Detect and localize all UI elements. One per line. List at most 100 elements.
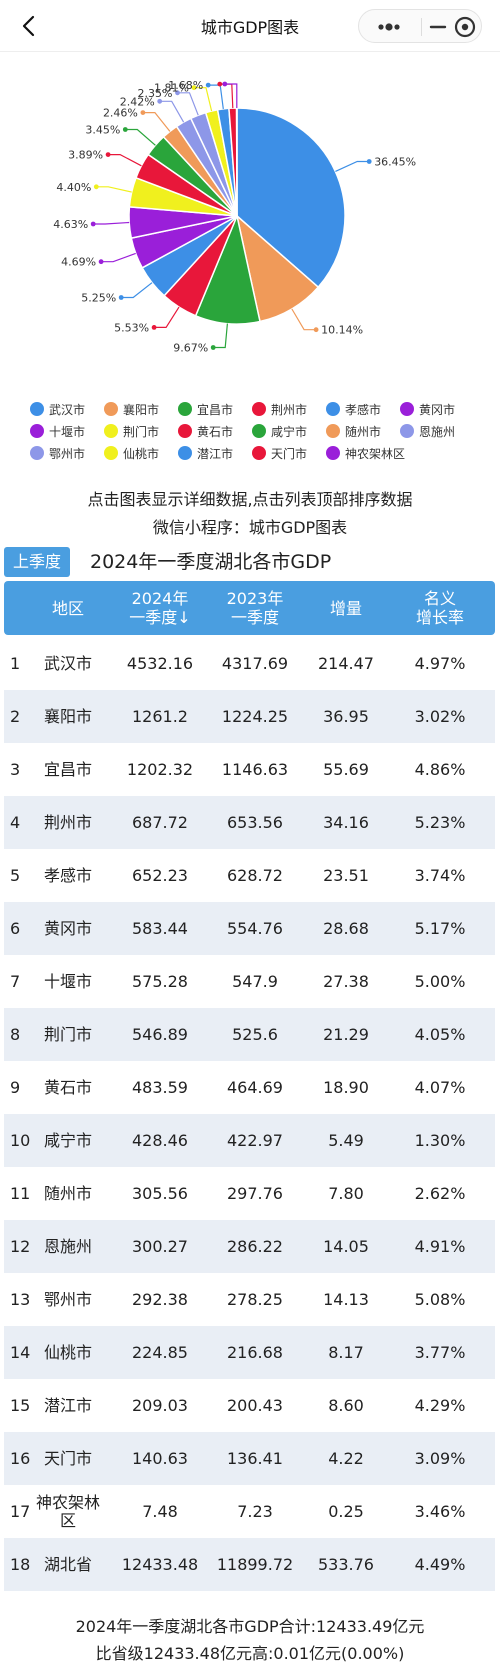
legend-item[interactable]: 恩施州 — [400, 420, 474, 442]
increase-cell: 55.69 — [304, 743, 388, 796]
region-cell: 神农架林 区 — [28, 1485, 108, 1538]
legend-item[interactable]: 咸宁市 — [252, 420, 326, 442]
pie-leader-line-0 — [335, 162, 369, 172]
pie-slice-label-4: 5.25% — [81, 292, 116, 305]
header-increase[interactable]: 增量 — [304, 581, 388, 635]
legend-item[interactable]: 襄阳市 — [104, 398, 178, 420]
gdp-2024-cell: 300.27 — [114, 1220, 206, 1273]
pie-leader-dot-5 — [99, 259, 104, 264]
pie-leader-line-12 — [178, 93, 199, 115]
gdp-2024-cell: 224.85 — [114, 1326, 206, 1379]
pie-leader-line-9 — [125, 130, 155, 146]
growth-rate-cell: 4.05% — [388, 1008, 492, 1061]
increase-cell: 27.38 — [304, 955, 388, 1008]
difference-summary-text: 比省级12433.48亿元高:0.01亿元(0.00%) — [0, 1640, 500, 1664]
pie-leader-line-8 — [108, 155, 141, 166]
previous-quarter-button[interactable]: 上季度 — [4, 547, 70, 577]
pie-legend: 武汉市襄阳市宜昌市荆州市孝感市黄冈市十堰市荆门市 黄石市 咸宁市随州市恩施州鄂州市仙… — [30, 398, 480, 464]
legend-item[interactable]: 鄂州市 — [30, 442, 104, 464]
legend-item[interactable]: 黄冈市 — [400, 398, 474, 420]
close-target-icon[interactable] — [447, 10, 487, 44]
legend-item[interactable]: 武汉市 — [30, 398, 104, 420]
rank-cell: 1 — [4, 637, 26, 690]
growth-rate-cell: 5.08% — [388, 1273, 492, 1326]
legend-color-dot — [30, 402, 44, 416]
rank-cell: 8 — [4, 1008, 26, 1061]
legend-color-dot — [30, 424, 44, 438]
pie-leader-dot-8 — [106, 152, 111, 157]
rank-cell: 2 — [4, 690, 26, 743]
legend-color-dot — [326, 424, 340, 438]
rank-cell: 13 — [4, 1273, 26, 1326]
gdp-2024-cell: 292.38 — [114, 1273, 206, 1326]
legend-item[interactable]: 荆州市 — [252, 398, 326, 420]
pie-chart-svg[interactable]: 36.45%10.14%9.67%5.53%5.25%4.69%4.63%4.4… — [0, 52, 500, 388]
growth-rate-cell: 2.62% — [388, 1167, 492, 1220]
legend-item[interactable]: 十堰市 — [30, 420, 104, 442]
legend-item[interactable]: 神农架林区 — [326, 442, 426, 464]
legend-color-dot — [104, 402, 118, 416]
gdp-2023-cell: 653.56 — [208, 796, 302, 849]
gdp-2024-cell: 12433.48 — [114, 1538, 206, 1591]
gdp-2023-cell: 464.69 — [208, 1061, 302, 1114]
legend-item[interactable]: 黄石市 — [178, 420, 252, 442]
increase-cell: 23.51 — [304, 849, 388, 902]
region-cell: 仙桃市 — [28, 1326, 108, 1379]
chart-hint-text: 点击图表显示详细数据,点击列表顶部排序数据 — [0, 486, 500, 510]
gdp-2023-cell: 278.25 — [208, 1273, 302, 1326]
pie-leader-line-3 — [154, 307, 179, 327]
gdp-share-pie-chart[interactable]: 36.45%10.14%9.67%5.53%5.25%4.69%4.63%4.4… — [0, 52, 500, 388]
pie-leader-line-6 — [93, 223, 129, 225]
header-2023q1[interactable]: 2023年 一季度 — [208, 581, 302, 635]
region-cell: 襄阳市 — [28, 690, 108, 743]
rank-cell: 16 — [4, 1432, 26, 1485]
increase-cell: 8.17 — [304, 1326, 388, 1379]
increase-cell: 18.90 — [304, 1061, 388, 1114]
region-cell: 黄冈市 — [28, 902, 108, 955]
gdp-2024-cell: 652.23 — [114, 849, 206, 902]
rank-cell: 12 — [4, 1220, 26, 1273]
header-region[interactable]: 地区 — [28, 581, 108, 635]
legend-item[interactable]: 天门市 — [252, 442, 326, 464]
pie-slice-label-0: 36.45% — [374, 156, 416, 169]
legend-item[interactable]: 孝感市 — [326, 398, 400, 420]
legend-color-dot — [30, 446, 44, 460]
legend-item[interactable]: 荆门市 — [104, 420, 178, 442]
increase-cell: 214.47 — [304, 637, 388, 690]
gdp-2024-cell: 1261.2 — [114, 690, 206, 743]
more-options-icon[interactable] — [369, 10, 409, 44]
pie-leader-line-5 — [101, 253, 136, 261]
legend-color-dot — [252, 424, 266, 438]
legend-item[interactable]: 潜江市 — [178, 442, 252, 464]
legend-item[interactable]: 宜昌市 — [178, 398, 252, 420]
gdp-2023-cell: 554.76 — [208, 902, 302, 955]
pie-leader-dot-15 — [217, 82, 222, 87]
legend-item[interactable]: 随州市 — [326, 420, 400, 442]
growth-rate-cell: 4.29% — [388, 1379, 492, 1432]
legend-color-dot — [252, 446, 266, 460]
legend-label: 黄石市 — [197, 423, 233, 440]
gdp-2023-cell: 216.68 — [208, 1326, 302, 1379]
legend-item[interactable]: 仙桃市 — [104, 442, 178, 464]
header-growth-rate[interactable]: 名义 增长率 — [388, 581, 492, 635]
header-2024q1[interactable]: 2024年 一季度↓ — [114, 581, 206, 635]
gdp-2023-cell: 525.6 — [208, 1008, 302, 1061]
